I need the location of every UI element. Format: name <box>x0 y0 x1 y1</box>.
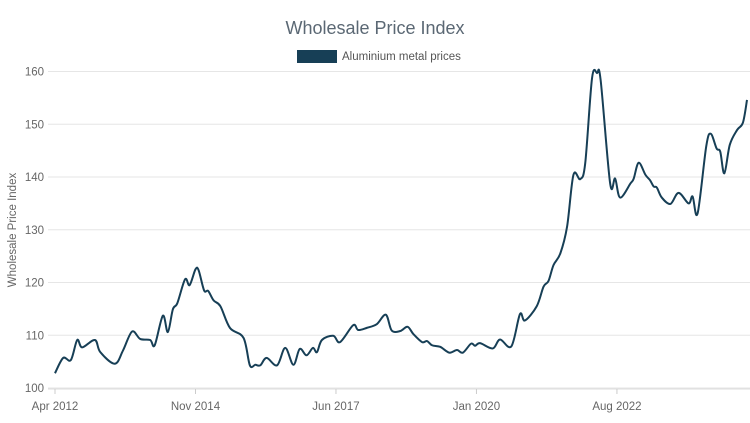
legend-label: Aluminium metal prices <box>342 51 461 63</box>
y-tick-label: 140 <box>25 172 44 184</box>
series-group <box>54 68 748 374</box>
y-tick-label: 150 <box>25 119 44 131</box>
x-tick-label: Nov 2014 <box>171 401 221 413</box>
y-axis: 100 110 120 130 140 150 160 <box>25 67 44 396</box>
x-tick-label: Jan 2020 <box>453 401 500 413</box>
y-tick-label: 110 <box>26 330 44 342</box>
y-tick-label: 100 <box>25 383 44 395</box>
x-tick-label: Apr 2012 <box>32 401 79 413</box>
series-line-aluminium[interactable] <box>54 68 748 374</box>
legend-swatch <box>297 50 337 63</box>
y-axis-title: Wholesale Price Index <box>7 173 19 288</box>
x-tick-label: Jun 2017 <box>312 401 359 413</box>
x-axis: Apr 2012 Nov 2014 Jun 2017 Jan 2020 Aug 2022 <box>32 388 750 413</box>
gridlines <box>48 71 750 389</box>
y-tick-label: 130 <box>25 225 44 237</box>
x-tick-label: Aug 2022 <box>592 401 641 413</box>
chart-title: Wholesale Price Index <box>285 18 464 38</box>
legend[interactable]: Aluminium metal prices <box>297 50 461 63</box>
y-tick-label: 120 <box>25 278 44 290</box>
y-tick-label: 160 <box>25 67 44 79</box>
